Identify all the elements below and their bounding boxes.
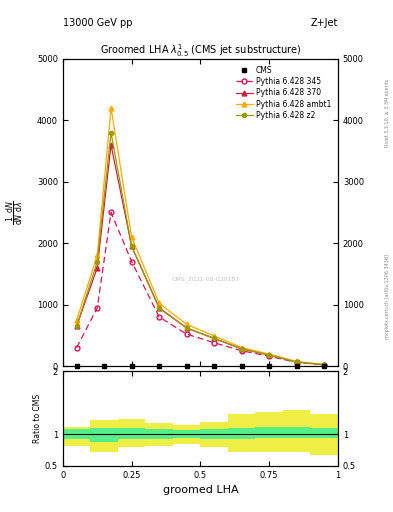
Pythia 6.428 345 [184,331,189,337]
Pythia 6.428 z2 [95,259,100,265]
Pythia 6.428 z2 [129,243,134,249]
Pythia 6.428 z2 [212,335,217,342]
Pythia 6.428 ambt1 [239,345,244,351]
Pythia 6.428 ambt1 [267,351,272,357]
Line: Pythia 6.428 345: Pythia 6.428 345 [74,210,327,367]
Pythia 6.428 370 [267,352,272,358]
Bar [200,429,228,439]
Pythia 6.428 345 [157,314,162,320]
Pythia 6.428 370 [157,305,162,311]
Pythia 6.428 ambt1 [294,358,299,365]
Bar [200,422,228,447]
Pythia 6.428 ambt1 [212,333,217,339]
Pythia 6.428 z2 [74,323,79,329]
Text: Rivet 3.1.10, ≥ 3.3M events: Rivet 3.1.10, ≥ 3.3M events [385,78,389,147]
Pythia 6.428 ambt1 [108,105,114,111]
Pythia 6.428 ambt1 [157,301,162,307]
Pythia 6.428 z2 [184,325,189,331]
Text: $\frac{1}{\mathrm{d}N}\frac{\mathrm{d}N}{\mathrm{d}\lambda}$: $\frac{1}{\mathrm{d}N}\frac{\mathrm{d}N}… [5,200,26,225]
Bar [310,428,338,438]
Pythia 6.428 z2 [239,346,244,352]
Pythia 6.428 345 [267,353,272,359]
CMS [102,363,107,369]
Bar [145,429,173,439]
Pythia 6.428 370 [108,142,114,148]
Pythia 6.428 ambt1 [129,234,134,240]
CMS [267,363,272,369]
Pythia 6.428 345 [322,362,327,368]
Bar [173,425,200,444]
Bar [310,414,338,455]
Pythia 6.428 z2 [267,352,272,358]
Bar [283,410,310,452]
Pythia 6.428 z2 [322,361,327,368]
Pythia 6.428 345 [239,348,244,354]
Pythia 6.428 ambt1 [322,361,327,368]
CMS [322,363,327,369]
Bar [145,423,173,446]
Pythia 6.428 370 [239,346,244,352]
Legend: CMS, Pythia 6.428 345, Pythia 6.428 370, Pythia 6.428 ambt1, Pythia 6.428 z2: CMS, Pythia 6.428 345, Pythia 6.428 370,… [233,62,334,123]
Pythia 6.428 370 [212,335,217,342]
Bar [118,428,145,439]
Y-axis label: Ratio to CMS: Ratio to CMS [33,394,42,443]
Line: Pythia 6.428 z2: Pythia 6.428 z2 [75,131,326,367]
Pythia 6.428 z2 [157,305,162,311]
Bar [173,430,200,438]
Bar [90,428,118,442]
Line: CMS: CMS [74,364,327,369]
Pythia 6.428 345 [294,359,299,366]
CMS [184,363,189,369]
Text: CMS_2021-08-020187: CMS_2021-08-020187 [172,276,240,282]
CMS [74,363,79,369]
Bar [283,427,310,438]
CMS [157,363,162,369]
CMS [129,363,134,369]
Line: Pythia 6.428 370: Pythia 6.428 370 [74,142,327,367]
Pythia 6.428 370 [184,325,189,331]
Title: Groomed LHA $\lambda^{1}_{0.5}$ (CMS jet substructure): Groomed LHA $\lambda^{1}_{0.5}$ (CMS jet… [100,42,301,59]
Bar [255,412,283,452]
Text: mcplots.cern.ch [arXiv:1306.3436]: mcplots.cern.ch [arXiv:1306.3436] [385,254,389,339]
Bar [118,419,145,447]
Text: Z+Jet: Z+Jet [310,18,338,28]
Pythia 6.428 ambt1 [74,317,79,323]
Bar [255,427,283,438]
Pythia 6.428 345 [212,339,217,346]
Pythia 6.428 345 [108,209,114,216]
Text: 13000 GeV pp: 13000 GeV pp [63,18,132,28]
Bar [63,429,90,439]
Pythia 6.428 370 [129,243,134,249]
CMS [294,363,299,369]
Bar [90,420,118,452]
Pythia 6.428 370 [294,359,299,365]
Bar [63,427,90,446]
Pythia 6.428 370 [95,265,100,271]
Pythia 6.428 ambt1 [95,252,100,259]
Pythia 6.428 345 [74,345,79,351]
Line: Pythia 6.428 ambt1: Pythia 6.428 ambt1 [74,105,327,367]
Bar [228,414,255,452]
Pythia 6.428 345 [95,305,100,311]
Pythia 6.428 ambt1 [184,321,189,327]
Pythia 6.428 z2 [294,359,299,365]
Pythia 6.428 345 [129,259,134,265]
Pythia 6.428 370 [322,361,327,368]
X-axis label: groomed LHA: groomed LHA [163,485,238,495]
CMS [239,363,244,369]
CMS [212,363,217,369]
Pythia 6.428 370 [74,323,79,329]
Bar [228,428,255,439]
Pythia 6.428 z2 [108,130,114,136]
